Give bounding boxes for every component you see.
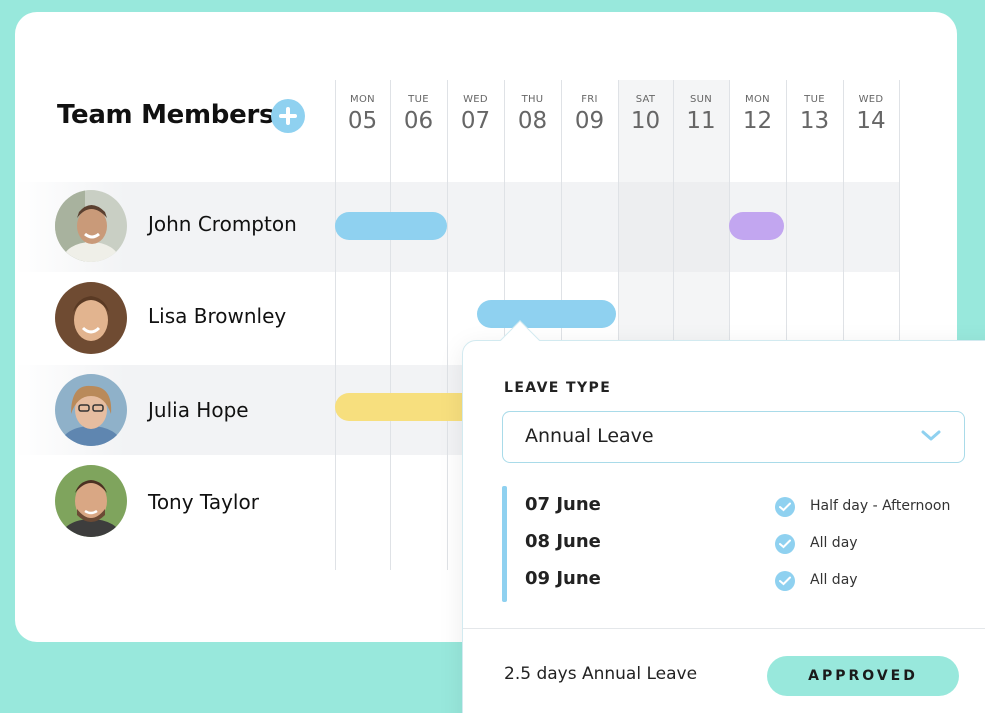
column-divider <box>729 80 730 570</box>
leave-date-detail: All day <box>810 535 858 551</box>
day-header[interactable]: THU 08 <box>505 94 561 134</box>
day-number: 11 <box>686 108 716 134</box>
leave-date: 08 June <box>525 531 601 552</box>
member-name: Tony Taylor <box>148 490 259 514</box>
leave-date-detail: All day <box>810 572 858 588</box>
member-name: Julia Hope <box>148 398 249 422</box>
leave-type-label: LEAVE TYPE <box>504 380 612 396</box>
day-header[interactable]: MON 12 <box>730 94 786 134</box>
day-number: 05 <box>347 108 378 134</box>
leave-bar-john-crompton[interactable] <box>729 212 784 240</box>
check-icon <box>775 571 795 591</box>
column-divider <box>843 80 844 570</box>
day-of-week: MON <box>350 94 375 105</box>
leave-date-detail: Half day - Afternoon <box>810 498 951 514</box>
avatar-lisa-brownley <box>55 282 127 354</box>
column-divider <box>618 80 619 570</box>
day-number: 14 <box>856 108 886 134</box>
page-title: Team Members <box>57 100 275 130</box>
day-of-week: SAT <box>635 94 656 105</box>
leave-bar-john-crompton[interactable] <box>335 212 447 240</box>
leave-date: 07 June <box>525 494 601 515</box>
day-header[interactable]: WED 14 <box>843 94 899 134</box>
day-header[interactable]: MON 05 <box>335 94 391 134</box>
day-of-week: THU <box>521 94 544 105</box>
avatar-julia-hope <box>55 374 127 446</box>
day-header[interactable]: SUN 11 <box>673 94 729 134</box>
day-number: 12 <box>742 108 773 134</box>
day-number: 07 <box>460 108 491 134</box>
column-divider <box>899 80 900 570</box>
column-divider <box>673 80 674 570</box>
day-number: 09 <box>574 108 605 134</box>
day-of-week: TUE <box>804 94 825 105</box>
column-divider <box>390 80 391 570</box>
leave-details-popup <box>462 340 985 713</box>
chevron-down-icon <box>921 430 941 441</box>
leave-bar-lisa-brownley[interactable] <box>477 300 616 328</box>
day-header[interactable]: FRI 09 <box>562 94 618 134</box>
day-of-week: WED <box>463 94 488 105</box>
day-number: 06 <box>403 108 434 134</box>
day-number: 13 <box>799 108 830 134</box>
day-of-week: FRI <box>581 94 598 105</box>
date-list-rule <box>502 486 507 602</box>
avatar-john-crompton <box>55 190 127 262</box>
day-of-week: SUN <box>689 94 713 105</box>
day-of-week: WED <box>858 94 884 105</box>
member-name: John Crompton <box>148 212 297 236</box>
column-divider <box>786 80 787 570</box>
check-icon <box>775 534 795 554</box>
check-icon <box>775 497 795 517</box>
day-header[interactable]: TUE 06 <box>391 94 447 134</box>
day-header[interactable]: TUE 13 <box>787 94 843 134</box>
day-number: 08 <box>517 108 548 134</box>
day-number: 10 <box>630 108 661 134</box>
leave-date: 09 June <box>525 568 601 589</box>
column-divider <box>447 80 448 570</box>
day-of-week: MON <box>745 94 770 105</box>
leave-type-select[interactable]: Annual Leave <box>502 411 965 463</box>
popup-divider <box>463 628 985 629</box>
approved-status-button[interactable]: APPROVED <box>767 656 959 696</box>
day-header[interactable]: SAT 10 <box>618 94 674 134</box>
leave-summary: 2.5 days Annual Leave <box>504 664 698 684</box>
member-name: Lisa Brownley <box>148 304 287 328</box>
day-of-week: TUE <box>408 94 429 105</box>
column-divider <box>335 80 336 570</box>
leave-type-value: Annual Leave <box>525 425 654 447</box>
avatar-tony-taylor <box>55 465 127 537</box>
add-member-button[interactable] <box>271 99 305 133</box>
day-header[interactable]: WED 07 <box>448 94 504 134</box>
